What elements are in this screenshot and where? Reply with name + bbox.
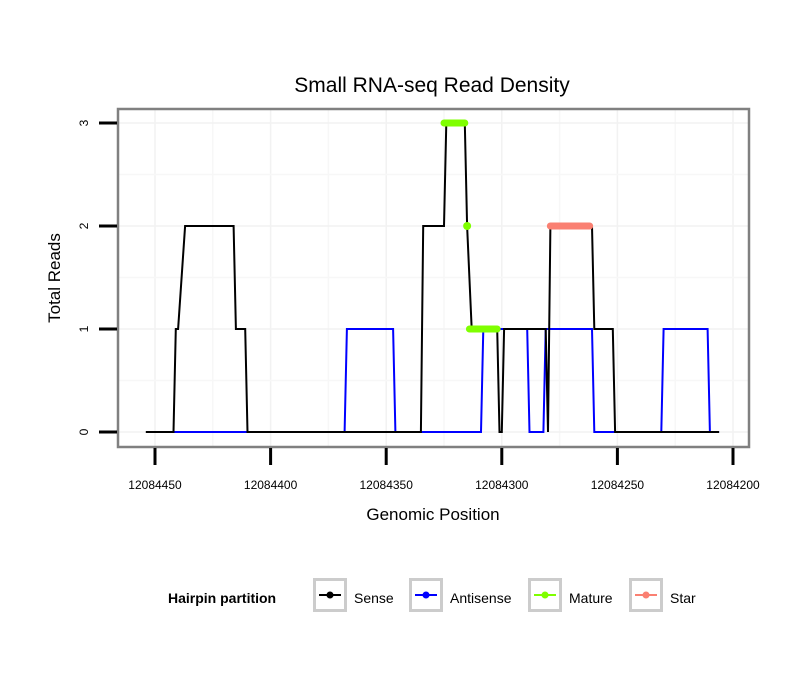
y-tick-label: 2 xyxy=(77,222,91,229)
x-axis-title: Genomic Position xyxy=(366,505,499,524)
y-tick-label: 1 xyxy=(77,325,91,332)
segment-point-mature xyxy=(463,222,472,230)
x-axis: 12084450 12084400 12084350 12084300 12084250… xyxy=(128,448,760,492)
legend-label: Sense xyxy=(354,590,394,606)
series-line-antisense xyxy=(173,328,720,433)
y-axis-title: Total Reads xyxy=(45,233,64,323)
legend-item-star[interactable]: Star xyxy=(629,578,697,612)
legend-item-sense[interactable]: Sense xyxy=(313,578,394,612)
chart-title: Small RNA-seq Read Density xyxy=(294,74,570,97)
legend-title: Hairpin partition xyxy=(168,590,276,606)
series-layer xyxy=(145,119,720,433)
legend-item-antisense[interactable]: Antisense xyxy=(409,578,512,612)
legend-key-point xyxy=(422,591,430,599)
legend: Hairpin partition Sense Antisense Mature St… xyxy=(168,578,697,612)
legend-key-point xyxy=(642,591,650,599)
y-axis: 0 1 2 3 xyxy=(77,119,117,435)
x-tick-label: 12084300 xyxy=(475,478,529,492)
x-tick-label: 12084350 xyxy=(360,478,414,492)
x-tick-label: 12084450 xyxy=(128,478,182,492)
legend-label: Mature xyxy=(569,590,613,606)
y-tick-label: 3 xyxy=(77,119,91,126)
plot-panel-border xyxy=(116,107,751,449)
x-tick-label: 12084400 xyxy=(244,478,298,492)
x-tick-label: 12084200 xyxy=(706,478,760,492)
x-tick-label: 12084250 xyxy=(591,478,645,492)
legend-key-point xyxy=(326,591,334,599)
y-tick-label: 0 xyxy=(77,428,91,435)
legend-label: Antisense xyxy=(450,590,512,606)
legend-label: Star xyxy=(670,590,696,606)
legend-key-point xyxy=(541,591,549,599)
legend-item-mature[interactable]: Mature xyxy=(528,578,613,612)
